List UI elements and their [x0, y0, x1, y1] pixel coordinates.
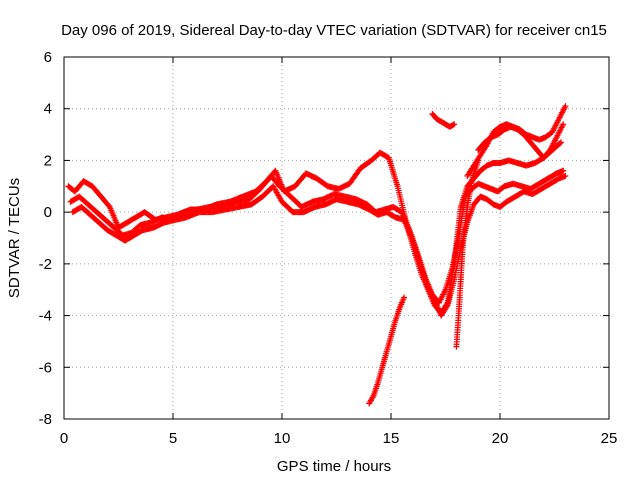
axis-ticks: 0 5 10 15 20 25 -8 -6 -4 -2 0 2 4 6 [39, 49, 618, 447]
x-tick-label: 0 [60, 430, 68, 447]
data-point [451, 121, 458, 128]
data-point [475, 157, 482, 164]
data-point [562, 103, 569, 110]
data-point [560, 167, 567, 174]
grid-lines [64, 57, 609, 419]
data-points [65, 103, 569, 407]
x-axis-label: GPS time / hours [277, 458, 391, 475]
series-track-f [366, 294, 408, 407]
chart-title: Day 096 of 2019, Sidereal Day-to-day VTE… [61, 22, 607, 39]
data-point [562, 172, 569, 179]
y-axis-label: SDTVAR / TECUs [6, 178, 23, 298]
y-tick-label: 2 [44, 152, 52, 169]
series-track-h [453, 157, 482, 350]
x-tick-label: 15 [383, 430, 400, 447]
y-tick-label: 4 [44, 101, 52, 118]
data-point [560, 121, 567, 128]
y-tick-label: -8 [39, 411, 52, 428]
x-tick-label: 20 [492, 430, 509, 447]
plot-frame [63, 56, 610, 420]
x-tick-label: 25 [601, 430, 618, 447]
data-point [450, 121, 457, 128]
data-point [558, 139, 565, 146]
x-tick-label: 10 [274, 430, 291, 447]
y-tick-label: 0 [44, 204, 52, 221]
y-tick-label: -6 [39, 359, 52, 376]
series-track-g [429, 110, 458, 130]
series-track-e [475, 121, 567, 161]
data-point [401, 294, 408, 301]
y-tick-label: -4 [39, 308, 52, 325]
data-point [557, 140, 564, 147]
y-tick-label: 6 [44, 49, 52, 66]
x-tick-label: 5 [169, 430, 177, 447]
y-tick-label: -2 [39, 256, 52, 273]
